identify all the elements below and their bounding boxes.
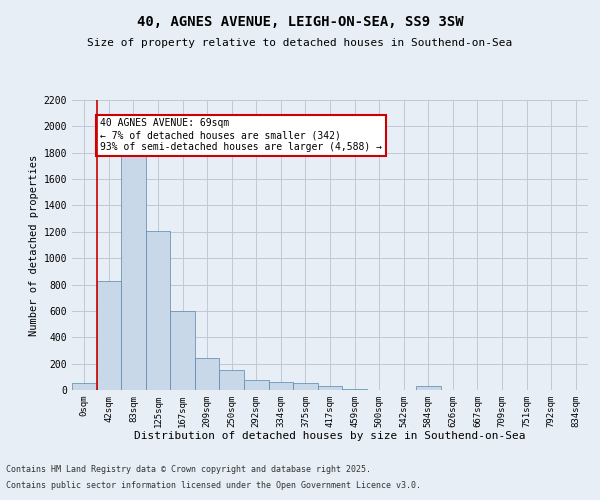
Bar xyxy=(416,386,440,390)
Bar xyxy=(318,386,342,390)
Bar xyxy=(121,149,146,390)
Text: Contains public sector information licensed under the Open Government Licence v3: Contains public sector information licen… xyxy=(6,480,421,490)
Text: 40 AGNES AVENUE: 69sqm
← 7% of detached houses are smaller (342)
93% of semi-det: 40 AGNES AVENUE: 69sqm ← 7% of detached … xyxy=(100,118,382,152)
Bar xyxy=(269,382,293,390)
Text: Contains HM Land Registry data © Crown copyright and database right 2025.: Contains HM Land Registry data © Crown c… xyxy=(6,466,371,474)
Y-axis label: Number of detached properties: Number of detached properties xyxy=(29,154,40,336)
X-axis label: Distribution of detached houses by size in Southend-on-Sea: Distribution of detached houses by size … xyxy=(134,432,526,442)
Bar xyxy=(170,311,195,390)
Bar xyxy=(220,370,244,390)
Bar xyxy=(146,230,170,390)
Bar xyxy=(244,380,269,390)
Bar xyxy=(195,358,220,390)
Bar xyxy=(72,384,97,390)
Bar xyxy=(293,383,318,390)
Text: 40, AGNES AVENUE, LEIGH-ON-SEA, SS9 3SW: 40, AGNES AVENUE, LEIGH-ON-SEA, SS9 3SW xyxy=(137,15,463,29)
Bar xyxy=(97,280,121,390)
Text: Size of property relative to detached houses in Southend-on-Sea: Size of property relative to detached ho… xyxy=(88,38,512,48)
